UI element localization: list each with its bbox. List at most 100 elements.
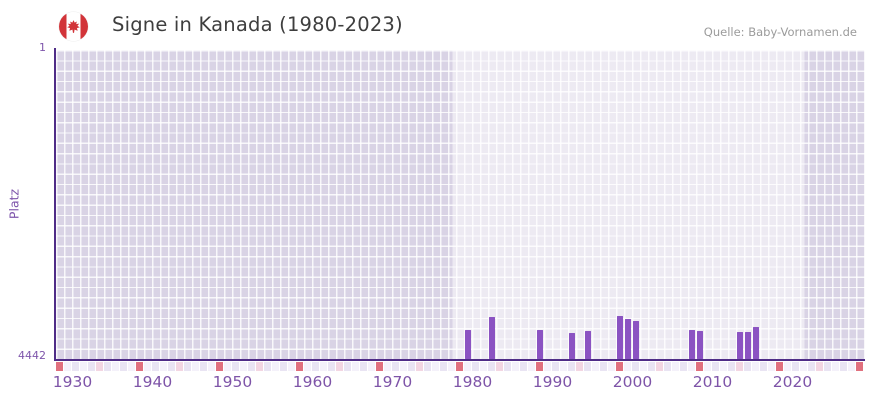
strip-cell <box>112 362 119 371</box>
rank-bar-2009[interactable] <box>696 331 703 359</box>
x-tick-label-1990: 1990 <box>532 373 573 391</box>
plot-area <box>55 50 865 359</box>
strip-cell <box>216 362 223 371</box>
strip-cell <box>568 362 575 371</box>
strip-cell <box>400 362 407 371</box>
x-tick-label-1960: 1960 <box>292 373 333 391</box>
strip-cell <box>104 362 111 371</box>
x-tick-label-1930: 1930 <box>52 373 93 391</box>
rank-bar-2000[interactable] <box>624 319 631 359</box>
strip-cell <box>632 362 639 371</box>
rank-bar-1995[interactable] <box>584 331 591 359</box>
rank-bar-2016[interactable] <box>752 327 759 359</box>
strip-cell <box>704 362 711 371</box>
strip-cell <box>552 362 559 371</box>
x-tick-label-2000: 2000 <box>612 373 653 391</box>
strip-cell <box>816 362 823 371</box>
strip-cell <box>344 362 351 371</box>
y-tick-top: 1 <box>39 41 46 54</box>
strip-cell <box>136 362 143 371</box>
strip-cell <box>184 362 191 371</box>
strip-cell <box>672 362 679 371</box>
strip-cell <box>128 362 135 371</box>
strip-cell <box>472 362 479 371</box>
canada-flag-icon <box>59 12 88 41</box>
strip-cell <box>296 362 303 371</box>
rank-bar-1983[interactable] <box>488 317 495 359</box>
rank-bar-1993[interactable] <box>568 333 575 359</box>
strip-cell <box>648 362 655 371</box>
strip-cell <box>824 362 831 371</box>
strip-cell <box>560 362 567 371</box>
strip-cell <box>264 362 271 371</box>
strip-cell <box>144 362 151 371</box>
strip-cell <box>752 362 759 371</box>
x-tick-label-1950: 1950 <box>212 373 253 391</box>
strip-cell <box>584 362 591 371</box>
strip-cell <box>336 362 343 371</box>
strip-cell <box>656 362 663 371</box>
strip-cell <box>392 362 399 371</box>
timeline-strip <box>56 362 865 371</box>
strip-cell <box>488 362 495 371</box>
strip-cell <box>416 362 423 371</box>
strip-cell <box>800 362 807 371</box>
x-axis-line <box>53 359 865 361</box>
strip-cell <box>608 362 615 371</box>
strip-cell <box>248 362 255 371</box>
rank-bar-2001[interactable] <box>632 321 639 359</box>
y-tick-bottom: 4442 <box>18 349 46 362</box>
strip-cell <box>288 362 295 371</box>
strip-cell <box>736 362 743 371</box>
x-tick-label-2010: 2010 <box>692 373 733 391</box>
strip-cell <box>448 362 455 371</box>
strip-cell <box>624 362 631 371</box>
strip-cell <box>80 362 87 371</box>
strip-cell <box>272 362 279 371</box>
rank-bar-1989[interactable] <box>536 330 543 359</box>
rank-bar-1999[interactable] <box>616 316 623 359</box>
rank-bar-2015[interactable] <box>744 332 751 359</box>
strip-cell <box>152 362 159 371</box>
strip-cell <box>240 362 247 371</box>
strip-cell <box>368 362 375 371</box>
strip-cell <box>160 362 167 371</box>
strip-cell <box>360 362 367 371</box>
strip-cell <box>456 362 463 371</box>
x-tick-label-1970: 1970 <box>372 373 413 391</box>
strip-cell <box>328 362 335 371</box>
x-tick-label-1940: 1940 <box>132 373 173 391</box>
strip-cell <box>696 362 703 371</box>
strip-cell <box>376 362 383 371</box>
page-title: Signe in Kanada (1980-2023) <box>112 13 403 36</box>
rank-bar-2014[interactable] <box>736 332 743 359</box>
strip-cell <box>688 362 695 371</box>
strip-cell <box>496 362 503 371</box>
strip-cell <box>576 362 583 371</box>
strip-cell <box>352 362 359 371</box>
strip-cell <box>512 362 519 371</box>
strip-cell <box>680 362 687 371</box>
strip-cell <box>192 362 199 371</box>
maple-leaf-icon <box>67 20 80 33</box>
x-tick-label-1980: 1980 <box>452 373 493 391</box>
strip-cell <box>760 362 767 371</box>
strip-cell <box>72 362 79 371</box>
strip-cell <box>808 362 815 371</box>
strip-cell <box>784 362 791 371</box>
strip-cell <box>280 362 287 371</box>
strip-cell <box>304 362 311 371</box>
strip-cell <box>440 362 447 371</box>
strip-cell <box>120 362 127 371</box>
strip-cell <box>720 362 727 371</box>
strip-cell <box>776 362 783 371</box>
strip-cell <box>224 362 231 371</box>
strip-cell <box>232 362 239 371</box>
strip-cell <box>728 362 735 371</box>
strip-cell <box>840 362 847 371</box>
rank-bar-1980[interactable] <box>464 330 471 359</box>
strip-cell <box>528 362 535 371</box>
strip-cell <box>504 362 511 371</box>
rank-bar-2008[interactable] <box>688 330 695 359</box>
